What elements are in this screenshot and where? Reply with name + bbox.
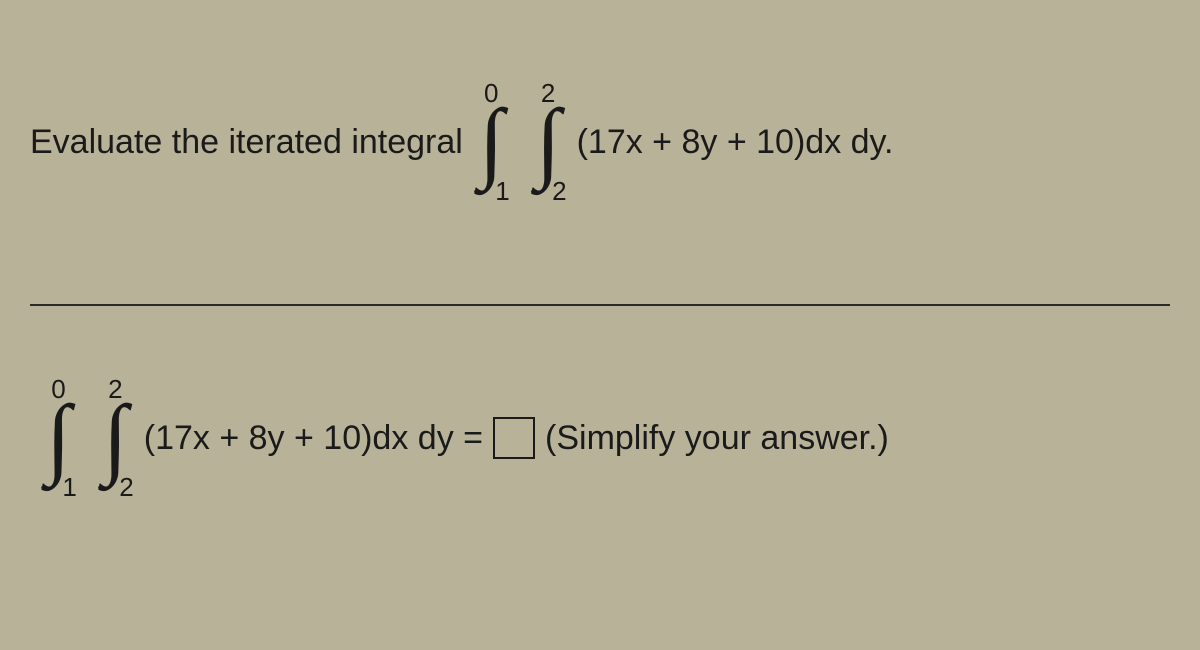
inner-lower-limit: − 2 [530, 178, 567, 204]
inner-integral-question: 2 ∫ − 2 [530, 80, 567, 204]
question-row: Evaluate the iterated integral 0 ∫ − 1 2… [30, 40, 1170, 244]
integral-outer: 0 ∫ − 1 [473, 80, 510, 204]
page-root: Evaluate the iterated integral 0 ∫ − 1 2… [0, 0, 1200, 650]
outer-lower-limit: − 1 [473, 178, 510, 204]
answer-hint: (Simplify your answer.) [545, 419, 889, 458]
integral-symbol-icon: ∫ [479, 106, 504, 178]
integral-inner-answer: 2 ∫ − 2 [97, 376, 134, 500]
integral-symbol-icon: ∫ [536, 106, 561, 178]
inner-lower-limit-answer: − 2 [97, 474, 134, 500]
integral-symbol-icon: ∫ [103, 402, 128, 474]
question-lead-text: Evaluate the iterated integral [30, 123, 463, 162]
outer-integral-answer: 0 ∫ − 1 [40, 376, 77, 500]
answer-integrand: (17x + 8y + 10)dx dy = [144, 419, 483, 458]
integral-symbol-icon: ∫ [46, 402, 71, 474]
question-integrand: (17x + 8y + 10)dx dy. [577, 123, 894, 162]
inner-integral-answer: 2 ∫ − 2 [97, 376, 134, 500]
answer-row: 0 ∫ − 1 2 ∫ − 2 (17x + 8y + 10)dx dy = (… [30, 346, 1170, 500]
outer-integral-question: 0 ∫ − 1 [473, 80, 510, 204]
integral-outer-answer: 0 ∫ − 1 [40, 376, 77, 500]
answer-input-box[interactable] [493, 417, 535, 459]
integral-inner: 2 ∫ − 2 [530, 80, 567, 204]
outer-lower-limit-answer: − 1 [40, 474, 77, 500]
section-divider [30, 304, 1170, 306]
